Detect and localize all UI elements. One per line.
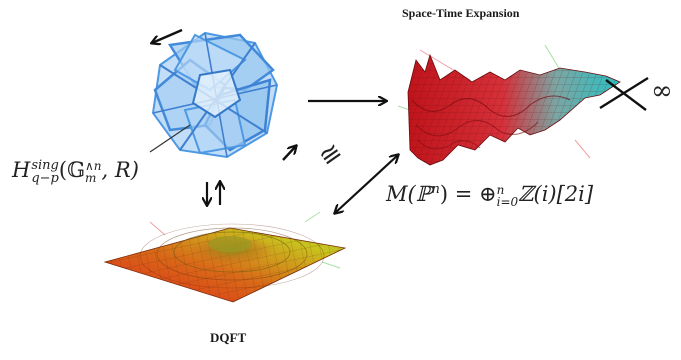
formula-h-sup: sing — [31, 157, 59, 173]
formula-open-paren: ( — [58, 158, 68, 182]
dqft-surface — [103, 211, 347, 303]
motive-decomposition-formula: M(ℙn) = ⊕ n i=0 ℤ(i)[2i] — [386, 182, 593, 208]
formula-m-lhs: M(ℙ — [386, 182, 432, 206]
formula-h-sub: q−p — [31, 170, 59, 186]
double-arrow-dqft-space-time — [335, 155, 398, 213]
small-diagonal-arrow — [282, 146, 296, 161]
singular-homology-formula: H sing q−p (𝔾 ∧n m , R) — [12, 158, 139, 185]
dqft-title: DQFT — [210, 330, 247, 345]
formula-gm-sup: ∧n — [85, 158, 102, 173]
formula-m-lhs-close: ) — [439, 182, 449, 206]
formula-oplus-sub: i=0 — [496, 194, 519, 209]
formula-h: H — [12, 158, 31, 182]
blue-crystal-polytope — [151, 31, 279, 159]
formula-rhs: ℤ(i)[2i] — [518, 182, 594, 206]
space-time-surface — [397, 44, 621, 166]
rotation-arrow — [152, 28, 183, 43]
infinity-symbol: ∞ — [651, 76, 673, 106]
formula-m-lhs-sup: n — [431, 182, 440, 197]
formula-rest: , R) — [101, 158, 139, 182]
formula-gm-sub: m — [85, 170, 97, 185]
divergence-x-mark — [599, 76, 649, 111]
space-time-title: Space-Time Expansion — [402, 6, 520, 20]
formula-gm: 𝔾 — [67, 158, 86, 182]
formula-pointer-line — [149, 124, 191, 153]
formula-oplus-sup: n — [496, 182, 505, 197]
formula-eq-oplus: = ⊕ — [448, 182, 497, 206]
vertical-exchange-arrows — [207, 182, 220, 205]
